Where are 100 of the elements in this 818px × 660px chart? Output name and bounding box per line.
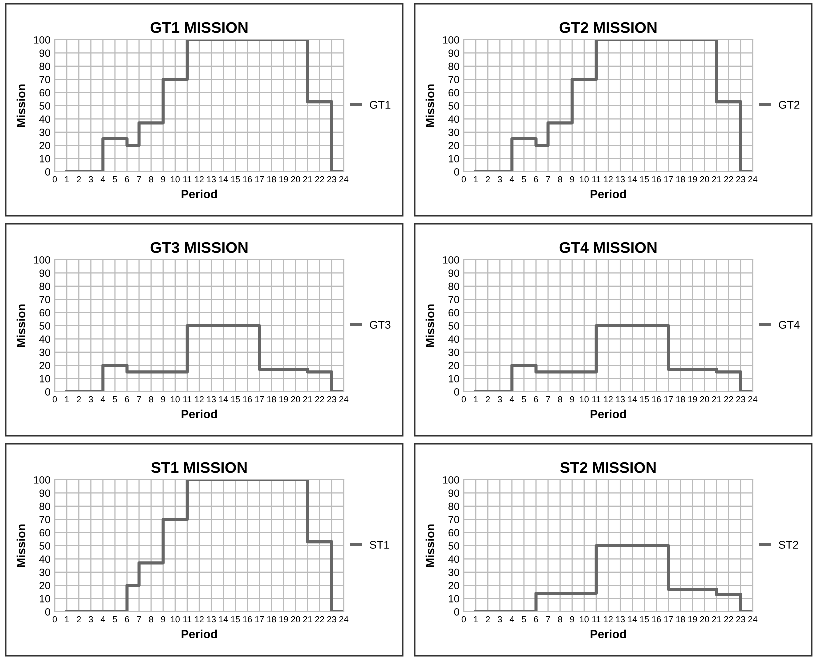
x-tick-label: 14 <box>628 396 638 403</box>
chart-title: ST2 MISSION <box>560 462 656 474</box>
y-tick-label: 70 <box>448 516 460 524</box>
x-axis-title: Period <box>590 630 626 639</box>
x-tick-label: 23 <box>328 176 336 183</box>
x-tick-label: 12 <box>604 176 613 183</box>
x-tick-label: 21 <box>712 396 722 403</box>
x-axis-title: Period <box>182 410 218 419</box>
y-tick-label: 100 <box>443 476 460 484</box>
x-tick-label: 15 <box>231 396 240 403</box>
y-tick-label: 100 <box>443 36 460 44</box>
y-tick-label: 100 <box>34 476 50 484</box>
x-tick-label: 20 <box>291 396 300 403</box>
x-tick-label: 20 <box>291 176 300 183</box>
x-tick-label: 2 <box>486 396 490 403</box>
x-tick-label: 12 <box>604 396 613 403</box>
x-tick-label: 7 <box>546 176 550 183</box>
x-tick-label: 21 <box>712 616 722 623</box>
x-axis-title: Period <box>182 630 218 639</box>
y-tick-label: 80 <box>40 502 50 510</box>
x-tick-label: 13 <box>207 616 216 623</box>
x-tick-label: 18 <box>676 616 686 623</box>
y-tick-label: 0 <box>454 608 460 616</box>
y-tick-label: 10 <box>449 595 460 603</box>
x-tick-label: 17 <box>664 616 674 623</box>
y-axis-title: Mission <box>16 524 26 568</box>
x-tick-label: 11 <box>592 396 601 403</box>
y-tick-label: 100 <box>443 256 460 264</box>
x-tick-label: 14 <box>628 176 638 183</box>
y-tick-label: 70 <box>448 296 460 304</box>
x-tick-label: 17 <box>256 616 264 623</box>
x-tick-label: 19 <box>280 396 288 403</box>
x-tick-label: 22 <box>724 616 734 623</box>
x-tick-label: 18 <box>268 396 276 403</box>
x-tick-label: 7 <box>546 396 550 403</box>
y-tick-label: 60 <box>448 89 460 97</box>
x-tick-label: 12 <box>604 616 613 623</box>
y-tick-label: 30 <box>448 128 460 136</box>
y-axis-title: Mission <box>16 84 26 128</box>
x-tick-label: 20 <box>700 616 710 623</box>
y-tick-label: 90 <box>40 50 50 58</box>
y-tick-label: 20 <box>40 582 50 590</box>
y-tick-label: 90 <box>40 490 50 498</box>
chart-title: ST1 MISSION <box>152 462 247 474</box>
y-tick-label: 0 <box>454 168 460 176</box>
x-tick-label: 7 <box>546 616 550 623</box>
x-tick-label: 22 <box>315 616 324 623</box>
x-tick-label: 7 <box>137 396 142 403</box>
x-tick-label: 5 <box>522 396 526 403</box>
x-tick-label: 4 <box>100 176 106 183</box>
x-tick-label: 7 <box>137 176 142 183</box>
x-tick-label: 0 <box>462 176 466 183</box>
x-tick-label: 14 <box>219 396 228 403</box>
x-tick-label: 8 <box>558 616 562 623</box>
x-tick-label: 22 <box>724 176 734 183</box>
y-tick-label: 40 <box>448 336 460 344</box>
x-tick-label: 18 <box>676 396 686 403</box>
x-tick-label: 10 <box>171 616 180 623</box>
y-tick-label: 20 <box>40 362 50 370</box>
x-tick-label: 14 <box>628 616 638 623</box>
x-tick-label: 9 <box>570 396 574 403</box>
x-tick-label: 2 <box>486 616 490 623</box>
x-tick-label: 0 <box>52 396 58 403</box>
x-tick-label: 16 <box>652 176 662 183</box>
y-tick-label: 50 <box>40 102 50 110</box>
x-tick-label: 15 <box>640 396 650 403</box>
x-tick-label: 19 <box>688 396 698 403</box>
y-tick-label: 30 <box>448 568 460 576</box>
x-tick-label: 13 <box>616 616 626 623</box>
x-tick-label: 11 <box>184 176 192 183</box>
x-tick-label: 21 <box>303 176 312 183</box>
x-tick-label: 4 <box>510 396 514 403</box>
y-axis-title: Mission <box>426 524 435 568</box>
x-tick-label: 13 <box>616 176 626 183</box>
y-tick-label: 0 <box>45 388 50 396</box>
x-tick-label: 6 <box>534 616 538 623</box>
legend-label: GT3 <box>370 321 391 329</box>
x-tick-label: 8 <box>149 396 154 403</box>
x-tick-label: 15 <box>640 176 650 183</box>
x-tick-label: 16 <box>243 176 252 183</box>
y-tick-label: 50 <box>448 542 460 550</box>
y-tick-label: 90 <box>40 270 50 278</box>
x-tick-label: 7 <box>137 616 142 623</box>
x-tick-label: 3 <box>89 616 94 623</box>
x-tick-label: 19 <box>280 176 288 183</box>
x-tick-label: 20 <box>700 176 710 183</box>
chart-title: GT3 MISSION <box>150 242 248 254</box>
x-tick-label: 15 <box>231 616 240 623</box>
chart-title: GT4 MISSION <box>560 242 657 254</box>
x-tick-label: 22 <box>315 176 324 183</box>
legend-label: ST1 <box>370 541 390 549</box>
x-tick-label: 11 <box>184 396 192 403</box>
chart-title: GT2 MISSION <box>560 22 657 34</box>
legend-label: GT1 <box>370 101 391 109</box>
x-tick-label: 17 <box>256 176 264 183</box>
x-tick-label: 3 <box>498 176 502 183</box>
x-tick-label: 18 <box>268 616 276 623</box>
x-tick-label: 9 <box>570 616 574 623</box>
x-tick-label: 22 <box>724 396 734 403</box>
x-tick-label: 17 <box>664 396 674 403</box>
